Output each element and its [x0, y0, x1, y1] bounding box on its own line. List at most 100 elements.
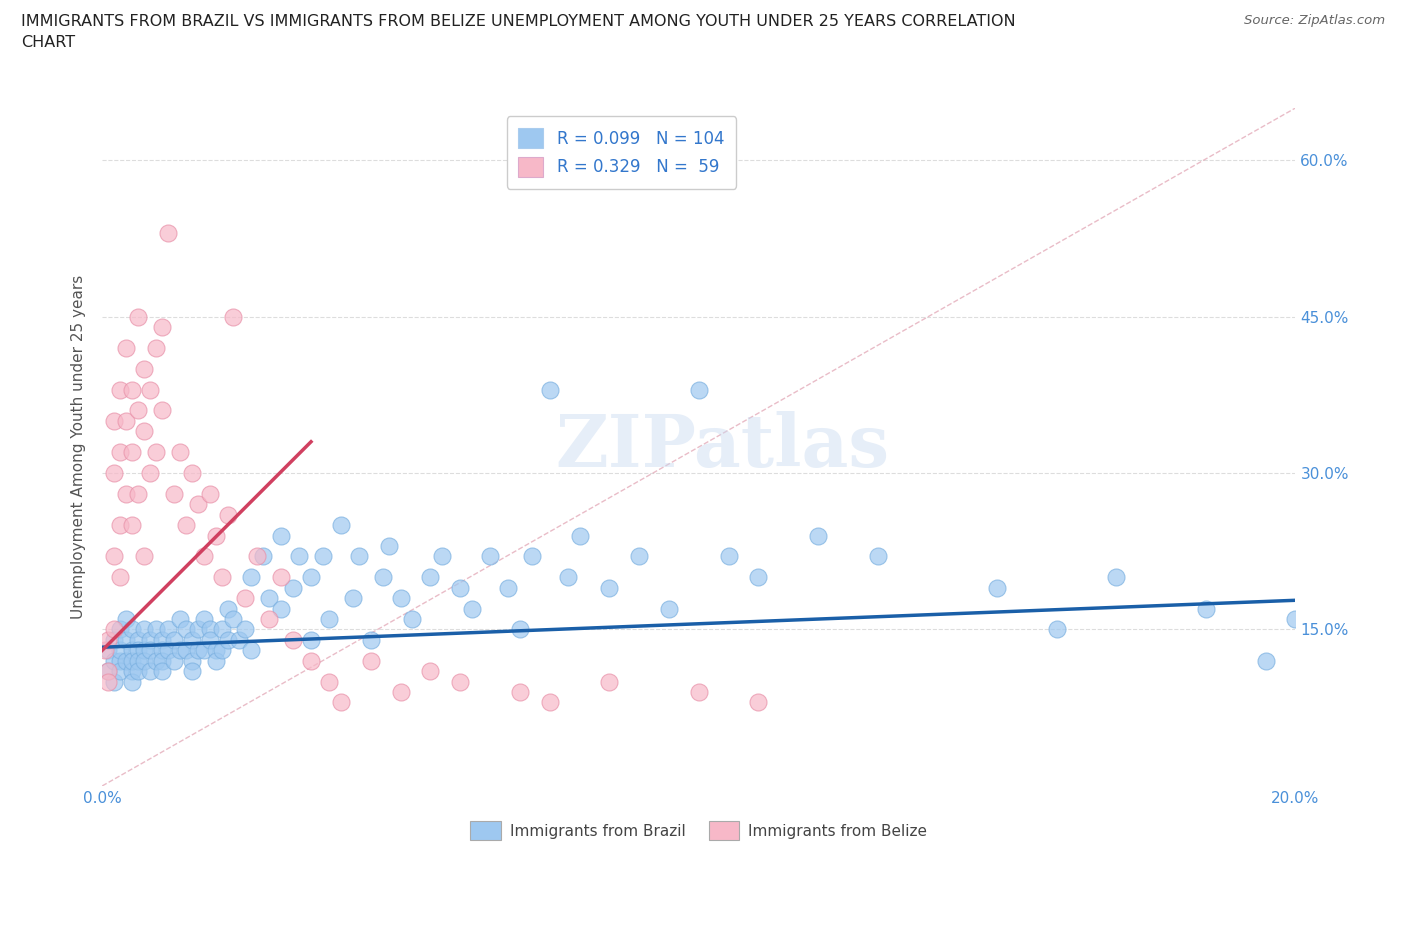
Text: ZIPatlas: ZIPatlas [555, 411, 890, 483]
Point [228, 632, 250, 647]
Point [658, 601, 681, 616]
Point [222, 612, 245, 627]
Point [479, 549, 502, 564]
Point [329, 695, 352, 710]
Point [281, 580, 304, 595]
Point [103, 632, 125, 647]
Point [235, 622, 257, 637]
Point [377, 538, 399, 553]
Point [270, 601, 292, 616]
Point [180, 664, 202, 679]
Y-axis label: Unemployment Among Youth under 25 years: Unemployment Among Youth under 25 years [72, 275, 86, 619]
Point [432, 549, 454, 564]
Point [103, 674, 125, 689]
Point [312, 549, 335, 564]
Point [1195, 601, 1218, 616]
Point [108, 643, 131, 658]
Point [132, 361, 155, 376]
Point [103, 414, 125, 429]
Point [132, 549, 155, 564]
Point [281, 632, 304, 647]
Point [288, 549, 311, 564]
Point [204, 643, 226, 658]
Legend: Immigrants from Brazil, Immigrants from Belize: Immigrants from Brazil, Immigrants from … [464, 816, 934, 846]
Point [538, 695, 561, 710]
Point [688, 382, 710, 397]
Point [509, 684, 531, 699]
Point [204, 654, 226, 669]
Point [156, 226, 179, 241]
Point [150, 643, 173, 658]
Point [132, 654, 155, 669]
Point [108, 654, 131, 669]
Point [97, 664, 120, 679]
Point [193, 549, 215, 564]
Point [108, 382, 131, 397]
Point [329, 518, 352, 533]
Point [217, 601, 239, 616]
Point [187, 497, 209, 512]
Point [198, 632, 221, 647]
Point [174, 622, 197, 637]
Point [108, 570, 131, 585]
Point [150, 632, 173, 647]
Point [360, 654, 382, 669]
Point [1254, 654, 1277, 669]
Point [187, 622, 209, 637]
Point [259, 612, 281, 627]
Point [121, 382, 143, 397]
Point [103, 654, 125, 669]
Point [401, 612, 423, 627]
Point [198, 622, 221, 637]
Point [156, 643, 179, 658]
Point [94, 643, 117, 658]
Point [145, 622, 167, 637]
Point [121, 518, 143, 533]
Point [217, 632, 239, 647]
Point [520, 549, 543, 564]
Text: IMMIGRANTS FROM BRAZIL VS IMMIGRANTS FROM BELIZE UNEMPLOYMENT AMONG YOUTH UNDER : IMMIGRANTS FROM BRAZIL VS IMMIGRANTS FRO… [21, 14, 1015, 50]
Point [1284, 612, 1306, 627]
Point [127, 403, 149, 418]
Point [360, 632, 382, 647]
Point [240, 643, 263, 658]
Point [198, 486, 221, 501]
Point [299, 654, 322, 669]
Point [163, 632, 186, 647]
Point [103, 466, 125, 481]
Point [108, 445, 131, 459]
Point [139, 632, 162, 647]
Point [115, 632, 138, 647]
Point [163, 486, 186, 501]
Point [121, 654, 143, 669]
Point [717, 549, 740, 564]
Point [568, 528, 591, 543]
Point [628, 549, 651, 564]
Point [127, 632, 149, 647]
Point [132, 622, 155, 637]
Point [1105, 570, 1128, 585]
Point [299, 570, 322, 585]
Point [449, 674, 471, 689]
Point [747, 695, 769, 710]
Point [986, 580, 1008, 595]
Point [342, 591, 364, 605]
Point [97, 664, 120, 679]
Point [211, 570, 233, 585]
Point [318, 674, 340, 689]
Point [127, 309, 149, 324]
Point [496, 580, 519, 595]
Point [866, 549, 889, 564]
Point [97, 632, 120, 647]
Point [127, 664, 149, 679]
Point [115, 654, 138, 669]
Point [145, 445, 167, 459]
Point [193, 643, 215, 658]
Point [270, 528, 292, 543]
Point [174, 643, 197, 658]
Point [145, 654, 167, 669]
Point [688, 684, 710, 699]
Point [150, 403, 173, 418]
Point [121, 622, 143, 637]
Point [132, 643, 155, 658]
